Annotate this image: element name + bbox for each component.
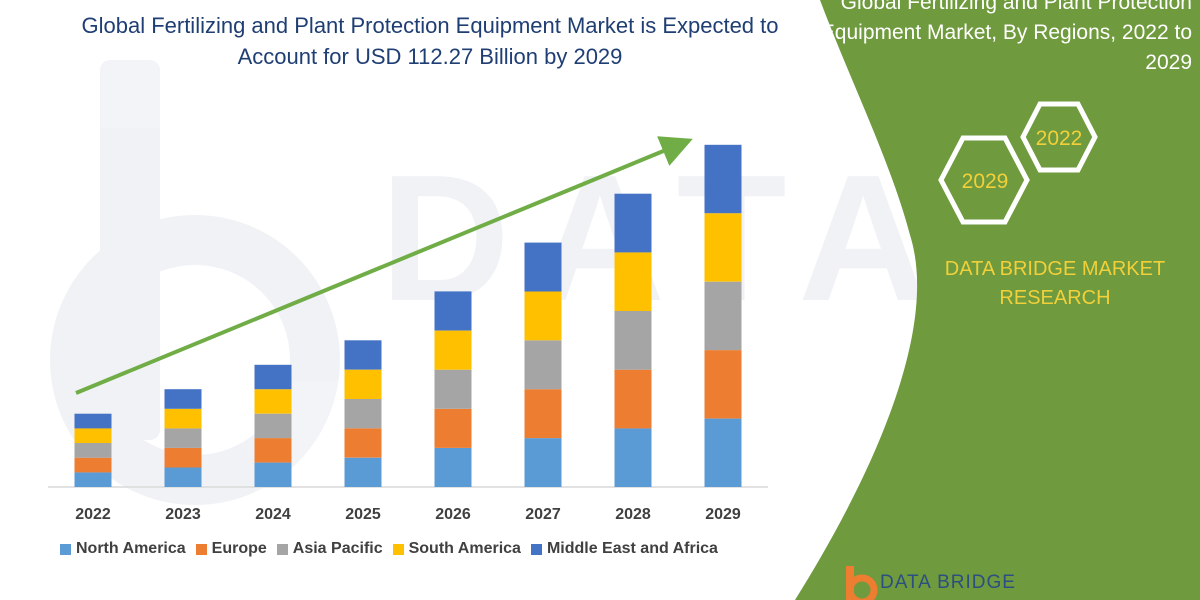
bar-south-america-2023	[164, 408, 202, 429]
logo-bowl	[846, 574, 878, 600]
bar-middle-east-and-africa-2023	[164, 389, 202, 409]
side-panel-title: Global Fertilizing and Plant Protection …	[820, 0, 1192, 74]
bar-north-america-2026	[434, 447, 472, 487]
brand-line-1: DATA BRIDGE MARKET	[944, 258, 1166, 280]
x-tick-label-2025: 2025	[345, 506, 381, 523]
bar-asia-pacific-2022	[74, 443, 112, 458]
bar-north-america-2028	[614, 428, 652, 487]
legend-swatch	[276, 543, 288, 555]
brand-line-2: RESEARCH	[999, 287, 1111, 309]
bar-europe-2026	[434, 408, 472, 448]
bar-europe-2023	[164, 447, 202, 468]
bar-middle-east-and-africa-2025	[344, 340, 382, 370]
x-tick-label-2024: 2024	[255, 506, 291, 523]
legend-label: South America	[408, 540, 521, 557]
bar-asia-pacific-2023	[164, 428, 202, 448]
x-tick-label-2023: 2023	[165, 506, 201, 523]
bar-north-america-2029	[704, 418, 742, 487]
bar-south-america-2029	[704, 213, 742, 282]
legend-item-europe: Europe	[195, 540, 267, 558]
bar-south-america-2024	[254, 389, 292, 414]
bar-middle-east-and-africa-2027	[524, 242, 562, 292]
bar-europe-2029	[704, 350, 742, 419]
watermark-logo-stem	[100, 60, 160, 440]
hexagon-label-2022: 2022	[1036, 127, 1083, 150]
legend-item-south-america: South America	[392, 540, 521, 558]
bar-south-america-2022	[74, 428, 112, 443]
x-tick-label-2029: 2029	[705, 506, 741, 523]
side-panel-background	[795, 0, 1200, 600]
bar-middle-east-and-africa-2022	[74, 413, 112, 429]
bar-asia-pacific-2028	[614, 311, 652, 370]
x-tick-label-2028: 2028	[615, 506, 651, 523]
legend-swatch	[392, 543, 404, 555]
bar-asia-pacific-2026	[434, 369, 472, 409]
bar-europe-2028	[614, 369, 652, 429]
bar-north-america-2022	[74, 472, 112, 487]
trend-arrow	[75, 136, 693, 395]
legend-item-middle-east-and-africa: Middle East and Africa	[530, 540, 718, 558]
bar-middle-east-and-africa-2026	[434, 291, 472, 331]
brand-name: DATA BRIDGE MARKET RESEARCH	[915, 255, 1195, 313]
bar-middle-east-and-africa-2024	[254, 364, 292, 390]
chart-legend: North America Europe Asia Pacific South Ame…	[60, 540, 728, 558]
logo-mark	[846, 566, 878, 600]
x-tick-label-2027: 2027	[525, 506, 561, 523]
logo-text: DATA BRIDGE	[880, 572, 1016, 593]
legend-label: North America	[76, 540, 186, 557]
bar-asia-pacific-2029	[704, 281, 742, 351]
bar-europe-2027	[524, 389, 562, 439]
hexagon-label-2029: 2029	[962, 170, 1009, 193]
legend-item-north-america: North America	[60, 540, 186, 558]
bar-north-america-2027	[524, 438, 562, 487]
bar-north-america-2023	[164, 467, 202, 487]
bar-middle-east-and-africa-2028	[614, 193, 652, 253]
legend-label: Asia Pacific	[292, 540, 383, 557]
legend-label: Europe	[211, 540, 267, 557]
x-tick-label-2026: 2026	[435, 506, 471, 523]
hexagon-2022	[1020, 101, 1098, 173]
legend-swatch	[60, 543, 71, 555]
bar-europe-2022	[74, 457, 112, 473]
bar-europe-2025	[344, 428, 382, 458]
bar-south-america-2025	[344, 369, 382, 399]
legend-label: Middle East and Africa	[546, 540, 718, 557]
bar-middle-east-and-africa-2029	[704, 144, 742, 214]
bar-europe-2024	[254, 438, 292, 463]
bar-south-america-2028	[614, 252, 652, 311]
bar-south-america-2026	[434, 330, 472, 370]
legend-item-asia-pacific: Asia Pacific	[276, 540, 383, 558]
legend-swatch	[195, 543, 207, 555]
bar-asia-pacific-2025	[344, 399, 382, 429]
x-tick-labels: 2022 2023 2024 2025 2026 2027 2028 2029	[75, 506, 741, 523]
bar-group	[74, 144, 742, 487]
bar-asia-pacific-2024	[254, 413, 292, 439]
hexagon-2029	[938, 135, 1030, 225]
bar-north-america-2025	[344, 457, 382, 487]
bar-south-america-2027	[524, 291, 562, 341]
chart-title: Global Fertilizing and Plant Protection …	[81, 13, 779, 69]
bar-north-america-2024	[254, 462, 292, 487]
legend-swatch	[530, 543, 542, 555]
bar-asia-pacific-2027	[524, 340, 562, 390]
x-tick-label-2022: 2022	[75, 506, 111, 523]
